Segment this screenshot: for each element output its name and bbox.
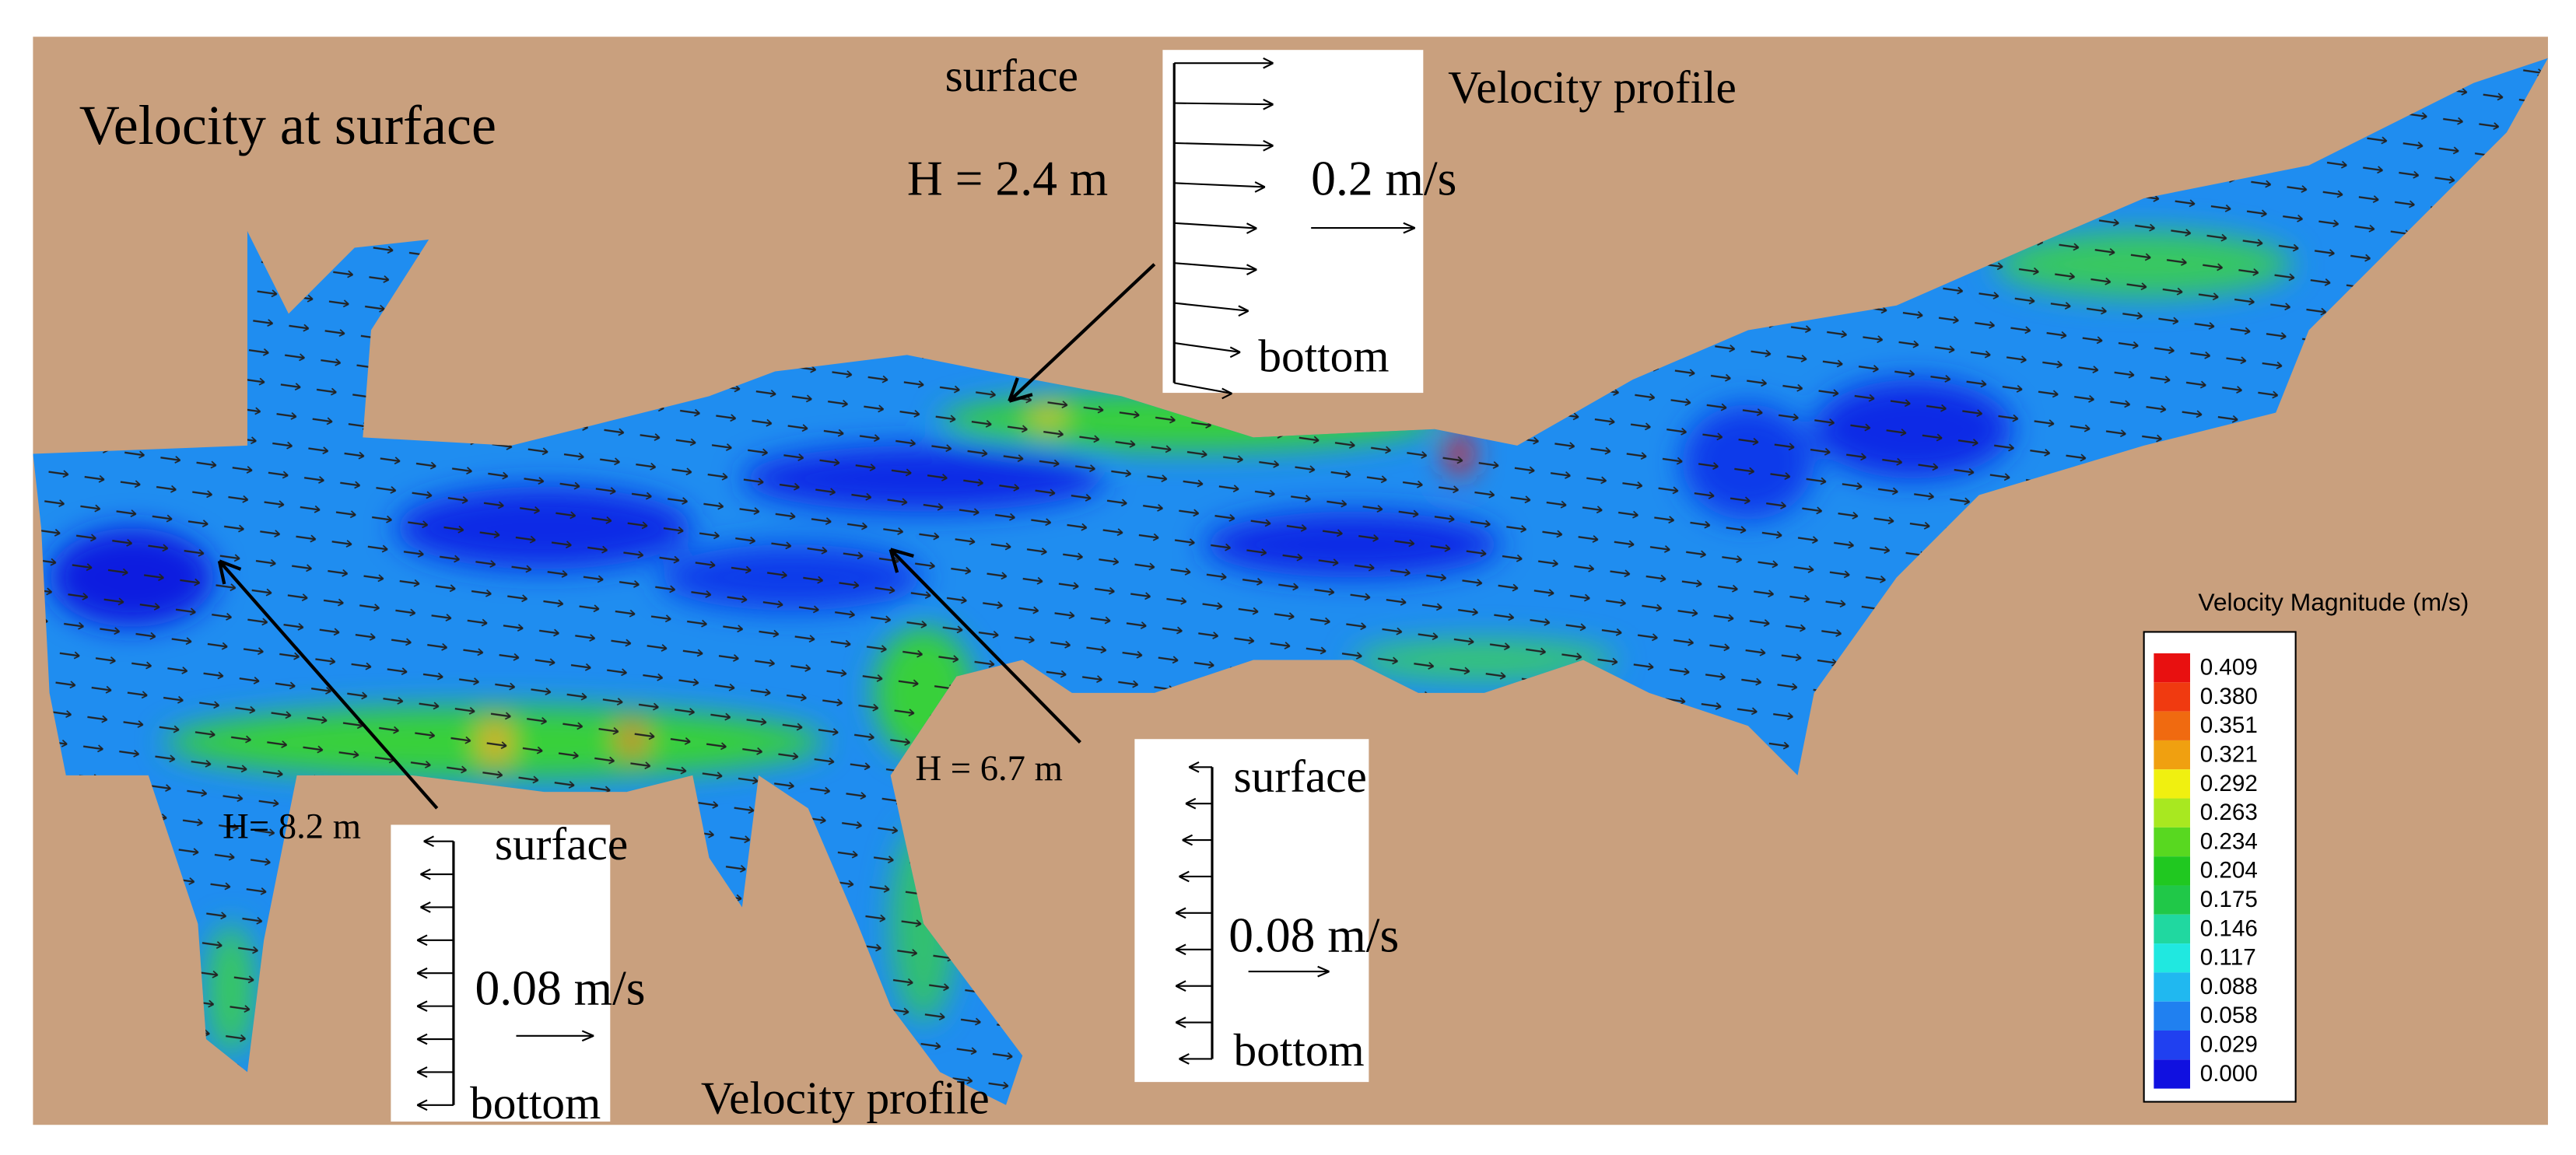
annotations: Velocity at surface surface H = 2.4 m 0.2 m… [79,50,2469,1129]
label: 0.000 [2200,1061,2258,1087]
pointer-arrows [217,263,1156,810]
label: bottom [1258,331,1389,382]
profile-arrowhead [1263,98,1274,110]
legend-swatch [2154,856,2190,886]
profile-arrowhead [1221,387,1232,400]
profile-arrowhead [416,1033,428,1045]
label: Velocity at surface [79,94,496,156]
label: surface [1234,751,1367,802]
profile-arrowhead [1179,870,1190,883]
profile-arrowhead [1263,57,1274,69]
legend-swatch [2154,682,2190,712]
label: 0.409 [2200,655,2258,681]
profile-arrowhead [1175,943,1186,956]
profile-arrowhead [1175,907,1186,919]
label: 0.380 [2200,684,2258,709]
legend-swatch [2154,798,2190,828]
profile-arrowhead [1246,222,1257,234]
profile-arrowhead [423,835,434,847]
label: surface [495,818,628,870]
profile-arrow [1174,102,1274,106]
label: Velocity Magnitude (m/s) [2198,588,2469,616]
profile-arrowhead [420,868,431,880]
profile-arrow [1174,302,1249,312]
label: Velocity profile [701,1072,990,1123]
legend-swatch [2154,827,2190,857]
legend-swatch [2154,943,2190,973]
profile-arrowhead [420,901,431,913]
profile-arrowhead [1246,264,1257,275]
label: bottom [470,1077,601,1129]
label: 0.204 [2200,858,2258,884]
label: H= 8.2 m [223,806,361,846]
legend-swatch [2154,885,2190,915]
label: 0.351 [2200,712,2258,738]
label: 0.234 [2200,828,2258,854]
profile-arrowhead [416,1099,428,1111]
legend-swatch [2154,1030,2190,1060]
legend-swatch [2154,914,2190,944]
legend-swatch [2154,972,2190,1002]
legend-swatch [2154,740,2190,770]
label: bottom [1234,1024,1365,1076]
label: 0.175 [2200,887,2258,912]
label: H = 2.4 m [907,151,1108,206]
profile-arrow [1174,142,1274,147]
profile-arrowhead [1175,1017,1186,1028]
label: 0.146 [2200,915,2258,941]
profile-arrowhead [416,934,428,947]
profile-arrowhead [1182,834,1193,846]
scale-arrowhead [581,1030,594,1042]
scale-arrowhead [1317,965,1330,978]
profile-arrowhead [1175,980,1186,992]
label: surface [945,50,1078,101]
profile-arrow [1174,382,1232,394]
profile-box [1134,739,1369,1083]
profile-arrow [1174,262,1257,271]
pointer-arrow [888,548,1081,744]
pointer-arrow [217,559,439,810]
legend-swatch [2154,1001,2190,1031]
profile-arrow [1174,182,1265,188]
profile-arrowhead [1263,140,1274,152]
label: 0.292 [2200,771,2258,796]
label: 0.088 [2200,974,2258,999]
profile-arrowhead [416,1000,428,1012]
profile-arrowhead [1179,1053,1190,1065]
profile-arrowhead [1188,761,1200,773]
profile-arrowhead [1185,797,1197,810]
label: 0.058 [2200,1003,2258,1028]
profile-arrow [1174,341,1241,353]
legend-swatch [2154,711,2190,740]
scale-arrowhead [1403,222,1416,234]
profile-arrowhead [1238,305,1249,317]
label: Velocity profile [1448,61,1737,113]
label: 0.321 [2200,741,2258,767]
label: 0.029 [2200,1032,2258,1058]
legend-swatch [2154,1059,2190,1089]
profile-arrow [1174,222,1257,229]
profile-arrowhead [1254,181,1266,193]
legend-swatch [2154,769,2190,799]
label: 0.08 m/s [475,961,645,1016]
label: 0.08 m/s [1228,908,1399,963]
legend-swatch [2154,653,2190,683]
profile-box [1162,50,1424,394]
pointer-arrow [1008,263,1156,403]
label: H = 6.7 m [915,748,1062,789]
label: 0.263 [2200,800,2258,825]
profile-arrowhead [416,1066,428,1078]
label: 0.2 m/s [1311,151,1456,206]
profile-arrowhead [1229,346,1241,359]
profile-arrowhead [416,967,428,979]
label: 0.117 [2200,945,2256,971]
